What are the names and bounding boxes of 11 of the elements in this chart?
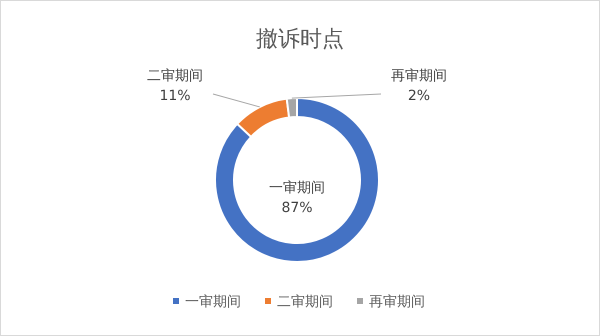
slice-label: 再审期间 xyxy=(391,68,447,84)
slice-label: 一审期间 xyxy=(269,180,325,196)
donut-slice xyxy=(214,97,380,263)
legend-label: 再审期间 xyxy=(369,294,425,310)
slice-label: 二审期间 xyxy=(147,68,203,84)
legend-label: 一审期间 xyxy=(185,294,241,310)
legend-label: 二审期间 xyxy=(277,294,333,310)
data-label: 87% xyxy=(281,200,313,216)
data-label: 11% xyxy=(159,88,191,104)
chart-title: 撤诉时点 xyxy=(256,27,344,52)
data-label: 2% xyxy=(408,88,430,104)
